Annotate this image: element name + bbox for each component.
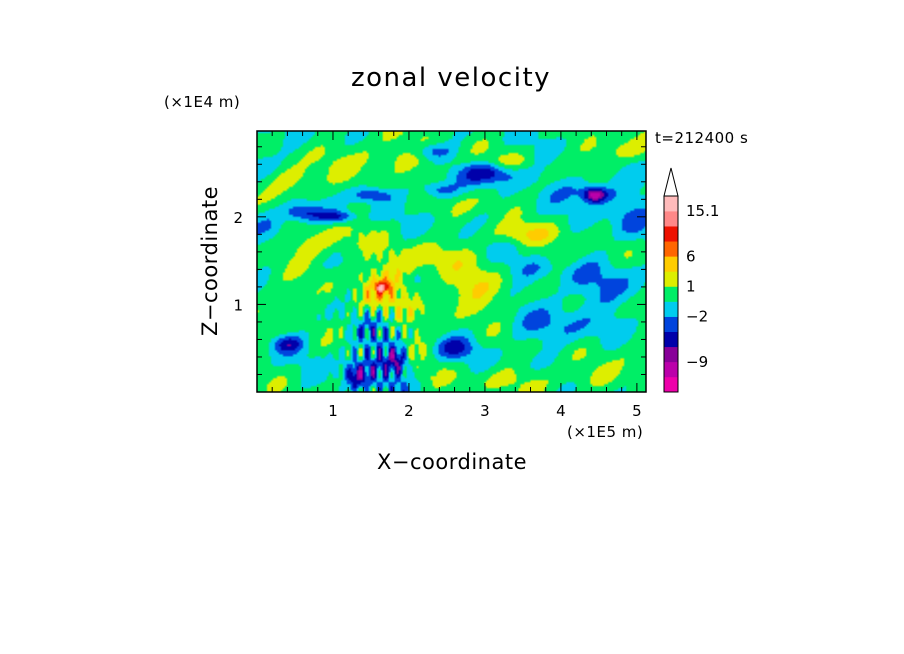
colorbar-swatch <box>664 286 678 302</box>
x-tick-label: 2 <box>404 402 414 420</box>
y-axis-label: Z−coordinate <box>198 186 222 336</box>
y-axis: 12 <box>233 146 646 375</box>
chart-title: zonal velocity <box>351 63 551 93</box>
colorbar-label: −9 <box>686 353 708 371</box>
x-scale-note: (×1E5 m) <box>567 423 643 441</box>
colorbar-label: 1 <box>686 277 696 295</box>
colorbar-swatch <box>664 301 678 317</box>
colorbar-swatch <box>664 196 678 212</box>
contour-field <box>257 131 646 392</box>
colorbar-swatch <box>664 256 678 272</box>
x-axis-label: X−coordinate <box>377 450 527 474</box>
colorbar: 15.1 6 1 −2 −9 <box>663 167 719 393</box>
colorbar-frame <box>663 195 679 393</box>
time-label: t=212400 s <box>655 129 748 147</box>
colorbar-swatch <box>664 241 678 257</box>
y-tick-label: 2 <box>233 209 243 227</box>
colorbar-label: 15.1 <box>686 202 719 220</box>
x-tick-label: 3 <box>480 402 490 420</box>
x-tick-label: 5 <box>632 402 642 420</box>
colorbar-max-arrow <box>663 167 679 197</box>
colorbar-label: −2 <box>686 308 708 326</box>
colorbar-swatch <box>664 271 678 287</box>
x-tick-label: 1 <box>328 402 338 420</box>
colorbar-swatch <box>664 316 678 332</box>
colorbar-swatch <box>664 346 678 363</box>
colorbar-swatch <box>664 376 678 393</box>
x-axis: 1 2 3 4 5 <box>271 131 642 420</box>
y-scale-note: (×1E4 m) <box>164 93 240 111</box>
colorbar-swatch <box>664 361 678 378</box>
plot-frame <box>256 130 647 393</box>
colorbar-swatch <box>664 226 678 242</box>
x-tick-label: 4 <box>556 402 566 420</box>
colorbar-label: 6 <box>686 247 696 265</box>
colorbar-swatch <box>664 211 678 227</box>
y-tick-label: 1 <box>233 296 243 314</box>
colorbar-swatch <box>664 331 678 348</box>
contour-fill-image <box>257 131 646 392</box>
